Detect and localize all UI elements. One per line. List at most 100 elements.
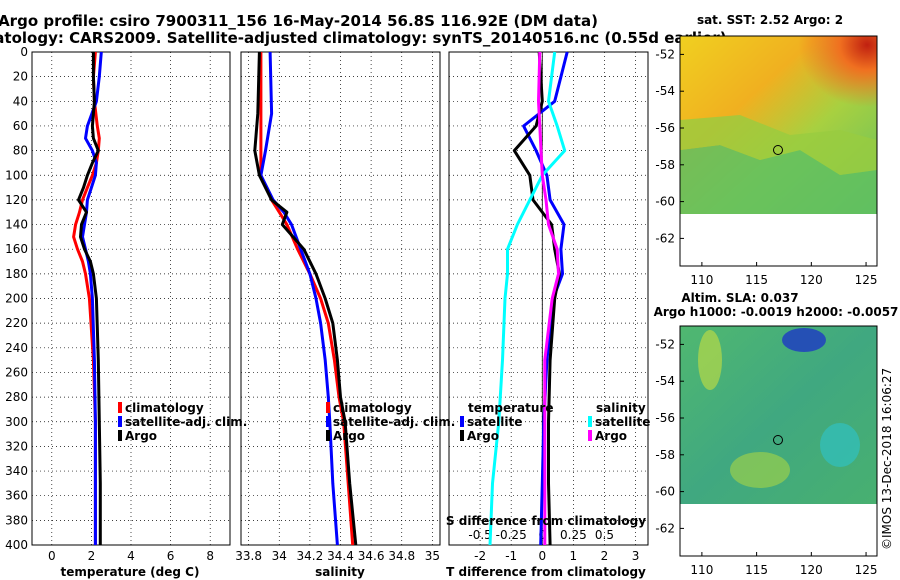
depth-tick-label: 280 xyxy=(5,390,28,404)
x-tick-label: 3 xyxy=(632,549,640,563)
x-tick-label: 0 xyxy=(538,549,546,563)
map-y-tick-label: -58 xyxy=(655,448,675,462)
legend-swatch xyxy=(118,430,122,441)
x-tick-label: 35 xyxy=(425,549,440,563)
legend-swatch xyxy=(118,402,122,413)
map-x-tick-label: 120 xyxy=(800,273,823,287)
legend-label: Argo xyxy=(467,429,499,443)
series-line-argo xyxy=(77,52,102,545)
depth-tick-label: 120 xyxy=(5,193,28,207)
x-tick-label: 34 xyxy=(272,549,287,563)
series-line-climatology xyxy=(72,51,101,545)
x-tick-label: 8 xyxy=(206,549,214,563)
depth-tick-label: 160 xyxy=(5,242,28,256)
depth-tick-label: 360 xyxy=(5,489,28,503)
x-tick-label: -2 xyxy=(474,549,486,563)
map-y-tick-label: -52 xyxy=(655,47,675,61)
sst-map: sat. SST: 2.52 Argo: 2 110 115 120 125 -52 -5… xyxy=(655,13,877,287)
series-line-argo xyxy=(253,51,358,546)
sla-map-title: Altim. SLA: 0.037 xyxy=(681,291,798,305)
legend-label: satellite xyxy=(595,415,650,429)
x-tick-label: 34.8 xyxy=(388,549,415,563)
sla-argo-marker xyxy=(773,435,783,445)
depth-tick-label: 20 xyxy=(13,70,28,84)
map-y-tick-label: -52 xyxy=(655,337,675,351)
temperature-axis-label: temperature (deg C) xyxy=(61,565,200,579)
salinity-panel: 33.8 34 34.2 34.4 34.6 34.8 35 climatologysatel… xyxy=(235,51,455,563)
sla-yellow-patch xyxy=(698,330,722,390)
legend-swatch xyxy=(460,430,464,441)
s-difference-axis-label: S difference from climatology xyxy=(446,514,646,528)
depth-tick-label: 260 xyxy=(5,365,28,379)
sst-argo-marker xyxy=(773,145,783,155)
legend-label: Argo xyxy=(333,429,365,443)
series-line-salinity-argo xyxy=(537,51,560,545)
legend-title-salinity: salinity xyxy=(596,401,646,415)
map-y-tick-label: -54 xyxy=(655,84,675,98)
sst-mid-region xyxy=(680,115,877,175)
depth-tick-label: 60 xyxy=(13,119,28,133)
map-y-tick-label: -60 xyxy=(655,485,675,499)
legend-label: Argo xyxy=(125,429,157,443)
plot-frame xyxy=(240,51,441,546)
map-x-tick-label: 125 xyxy=(855,563,878,577)
depth-tick-label: 400 xyxy=(5,538,28,552)
x-tick-label: 1 xyxy=(570,549,578,563)
legend-label: satellite-adj. clim. xyxy=(125,415,247,429)
sla-yellow-patch-2 xyxy=(730,452,790,488)
legend-swatch xyxy=(588,430,592,441)
map-x-tick-label: 115 xyxy=(745,563,768,577)
map-y-tick-label: -60 xyxy=(655,195,675,209)
legend-swatch xyxy=(326,430,330,441)
x-tick-label: 2 xyxy=(88,549,96,563)
map-y-tick-label: -56 xyxy=(655,121,675,135)
figure-subtitle: Climatology: CARS2009. Satellite-adjuste… xyxy=(0,29,727,47)
map-x-tick-label: 110 xyxy=(690,273,713,287)
legend-label: climatology xyxy=(125,401,204,415)
sst-cold-region xyxy=(680,145,877,214)
temperature-panel: 0204060801001201401601802002202402602803… xyxy=(5,45,247,563)
map-x-tick-label: 120 xyxy=(800,563,823,577)
map-y-tick-label: -56 xyxy=(655,411,675,425)
legend-label: climatology xyxy=(333,401,412,415)
map-y-tick-label: -54 xyxy=(655,374,675,388)
salinity-axis-label: salinity xyxy=(315,565,365,579)
legend-swatch xyxy=(460,416,464,427)
x-tick-label: 34.2 xyxy=(297,549,324,563)
depth-tick-label: 80 xyxy=(13,144,28,158)
t-difference-axis-label: T difference from climatology xyxy=(446,565,646,579)
legend-label: Argo xyxy=(595,429,627,443)
sst-map-frame xyxy=(679,35,878,267)
legend-swatch xyxy=(326,402,330,413)
x-tick-label: 33.8 xyxy=(235,549,262,563)
s-tick-label: 0.5 xyxy=(595,528,614,542)
legend-label: satellite-adj. clim. xyxy=(333,415,455,429)
legend-swatch xyxy=(118,416,122,427)
map-x-tick-label: 115 xyxy=(745,273,768,287)
figure-title: Argo profile: csiro 7900311_156 16-May-2… xyxy=(0,12,598,30)
sla-cyan-patch xyxy=(820,423,860,467)
map-x-tick-label: 125 xyxy=(855,273,878,287)
plot-frame xyxy=(448,51,649,546)
x-tick-label: -1 xyxy=(505,549,517,563)
s-tick-label: 0.25 xyxy=(560,528,587,542)
s-tick-label: -0.25 xyxy=(496,528,527,542)
x-tick-label: 0 xyxy=(48,549,56,563)
sla-map-subtitle: Argo h1000: -0.0019 h2000: -0.0057 xyxy=(654,305,899,319)
depth-tick-label: 200 xyxy=(5,292,28,306)
depth-tick-label: 300 xyxy=(5,415,28,429)
sla-map: Altim. SLA: 0.037 Argo h1000: -0.0019 h2… xyxy=(654,291,899,577)
series-line-climatology xyxy=(259,52,355,546)
sla-no-data xyxy=(680,504,877,556)
x-tick-label: 34.6 xyxy=(358,549,385,563)
series-line-salinity-satellite xyxy=(488,51,567,546)
imos-watermark: ©IMOS 13-Dec-2018 16:06:27 xyxy=(880,368,894,550)
sla-low-anomaly xyxy=(782,328,826,352)
map-x-tick-label: 110 xyxy=(690,563,713,577)
depth-tick-label: 180 xyxy=(5,267,28,281)
depth-tick-label: 380 xyxy=(5,513,28,527)
legend-swatch xyxy=(326,416,330,427)
x-tick-label: 4 xyxy=(127,549,135,563)
sst-no-data xyxy=(680,214,877,266)
